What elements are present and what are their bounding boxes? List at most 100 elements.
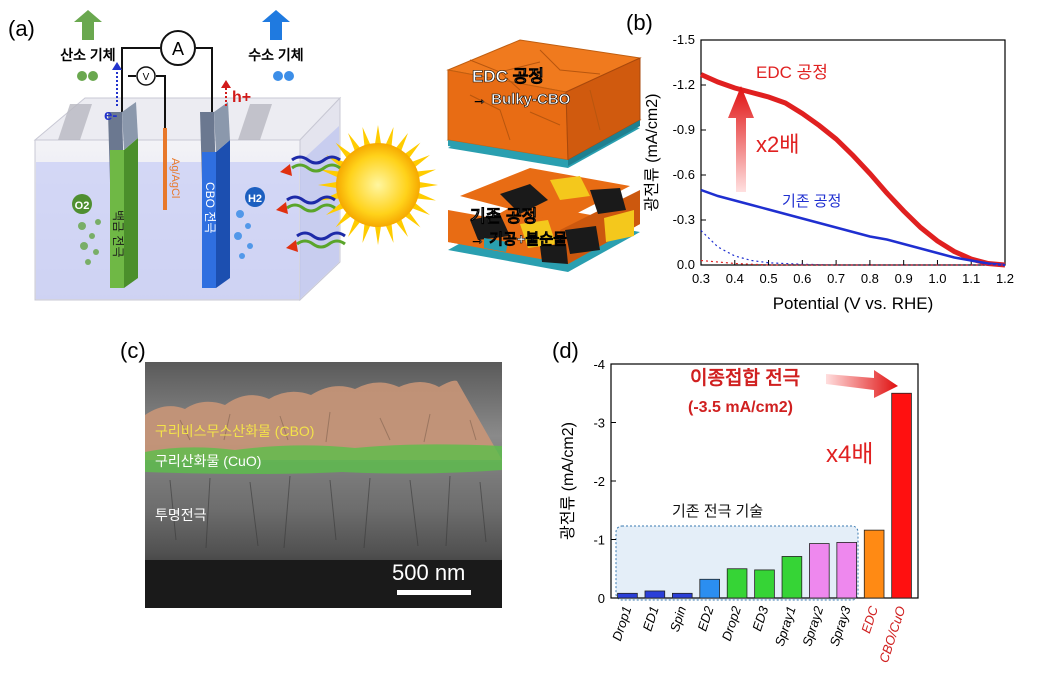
sun-ray (318, 181, 339, 189)
sun-ray (415, 192, 436, 201)
bar-edc (863, 529, 885, 599)
bar-spray1 (781, 556, 803, 599)
bar-label: ED1 (640, 604, 662, 633)
bar-label: ED2 (694, 604, 716, 633)
reference-label: Ag/AgCl (169, 158, 181, 198)
oxygen-arrow-icon (74, 10, 102, 40)
cuo-layer-label: 구리산화물 (CuO) (155, 453, 261, 469)
sun-ray (335, 210, 353, 228)
ammeter-icon (160, 30, 196, 66)
panel-b-label: (b) (626, 10, 653, 35)
electrochemical-cell (33, 96, 342, 302)
o2-label: O2 (75, 200, 90, 212)
panel-d: (d) 0 -1 -2 -3 -4 광전류 (mA/cm2) Drop1 ED1 Spin ED2… (552, 338, 919, 665)
reference-electrode (163, 128, 167, 210)
annot-x4: x4배 (826, 441, 873, 468)
panel-a: (a) A V Ag/AgCl (8, 10, 642, 302)
y-tick-label: -4 (593, 357, 605, 372)
bar-label: Spray3 (827, 604, 854, 649)
oxygen-gas-label: 산소 기체 (60, 47, 115, 63)
sun-ray (374, 125, 382, 146)
sun-ray (410, 155, 430, 168)
bar-label: Drop2 (719, 604, 744, 643)
hydrogen-bubbles-icon (273, 71, 294, 81)
sun-ray (335, 142, 353, 160)
scale-bar-label: 500 nm (392, 560, 465, 585)
sun-ray (385, 127, 394, 148)
oxygen-bubbles-icon (77, 71, 98, 81)
edc-box-line2: → Bulky-CBO (472, 91, 571, 108)
sun-ray (362, 222, 371, 243)
y-tick-label: -1 (593, 533, 605, 548)
sun-ray (403, 210, 421, 228)
bar-label: Spray2 (799, 604, 826, 649)
x-tick-label: 0.3 (692, 271, 710, 286)
y-tick-label: 0.0 (677, 257, 695, 272)
gas-bubbles (78, 219, 101, 265)
bar-ed3 (754, 569, 775, 599)
cbo-electrode (200, 102, 230, 288)
hydrogen-arrow-icon (262, 10, 290, 40)
annot-conv: 기존 공정 (782, 193, 841, 210)
bar-ed1 (644, 590, 666, 599)
x-tick-label: 0.9 (895, 271, 913, 286)
annot-value: (-3.5 mA/cm2) (688, 399, 793, 416)
annot-conv-d: 기존 전극 기술 (672, 503, 763, 520)
y-tick-label: -0.6 (673, 167, 695, 182)
bar-label: EDC (858, 604, 881, 635)
annot-hetero: 이종접합 전극 (690, 367, 800, 389)
panel-d-label: (d) (552, 338, 579, 363)
increase-arrow-icon (728, 86, 754, 192)
sun-ray (326, 202, 346, 215)
conv-box-line1: 기존 공정 (470, 207, 537, 226)
sun-ray (395, 133, 408, 153)
series-line-3 (700, 259, 1005, 266)
circuit-wires (121, 47, 213, 128)
o2-molecule-icon (72, 194, 92, 214)
hetero-arrow-icon (826, 370, 898, 398)
bar-label: Spray1 (772, 604, 799, 648)
x-tick-label: 0.8 (861, 271, 879, 286)
bar-spin (672, 592, 693, 599)
y-tick-label: -0.3 (673, 212, 695, 227)
conventional-tile (448, 168, 640, 272)
panel-b: (b) 0.3 0.4 0.5 0.6 0.7 0.8 0.9 1.0 1.1 1.2 0.0 -0.… (626, 10, 1014, 313)
hydrogen-gas-label: 수소 기체 (248, 47, 303, 63)
cbo-layer-label: 구리비스무스산화물 (CBO) (155, 423, 314, 439)
series-line-2 (700, 230, 1005, 266)
h2-label: H2 (248, 193, 262, 205)
y-tick-label: -2 (593, 474, 605, 489)
bar-drop2 (726, 568, 748, 599)
annot-edc: EDC 공정 (756, 63, 828, 82)
sun-ray (348, 133, 361, 153)
x-tick-label: 0.5 (760, 271, 778, 286)
ammeter-label: A (172, 39, 184, 59)
sun-ray (415, 169, 436, 178)
edc-tile (446, 39, 642, 168)
h2-bubbles (234, 210, 253, 259)
bar-ed2 (699, 578, 720, 599)
series-line-0 (699, 72, 1006, 268)
bar-drop1 (617, 592, 638, 599)
x-tick-label: 1.0 (928, 271, 946, 286)
sun-ray (362, 127, 371, 148)
panel-c: (c) 구리비스무스산화물 (CBO) 구리산화물 (CuO) 투명전극 500… (120, 338, 502, 608)
pt-electrode-label: 백금 전극 (111, 210, 125, 258)
scale-bar (397, 590, 471, 595)
bar-cbocuo (891, 392, 912, 599)
chart-b: 0.3 0.4 0.5 0.6 0.7 0.8 0.9 1.0 1.1 1.2 0.0 -0.3 -0.… (643, 32, 1014, 313)
light-wave-icons (286, 155, 346, 249)
y-tick-label: -3 (593, 416, 605, 431)
voltmeter-label: V (143, 72, 150, 83)
pt-electrode (108, 102, 138, 288)
y-tick-label: -1.2 (673, 77, 695, 92)
voltmeter-icon (136, 66, 156, 86)
fto-layer-label: 투명전극 (155, 507, 207, 523)
x-axis-label: Potential (V vs. RHE) (773, 294, 934, 313)
sun-ray (395, 217, 408, 237)
sun-ray (403, 142, 421, 160)
conv-box-line2: → 기공+불순물 (470, 231, 567, 248)
sun-ray (417, 181, 438, 189)
bar-spray3 (836, 542, 857, 599)
